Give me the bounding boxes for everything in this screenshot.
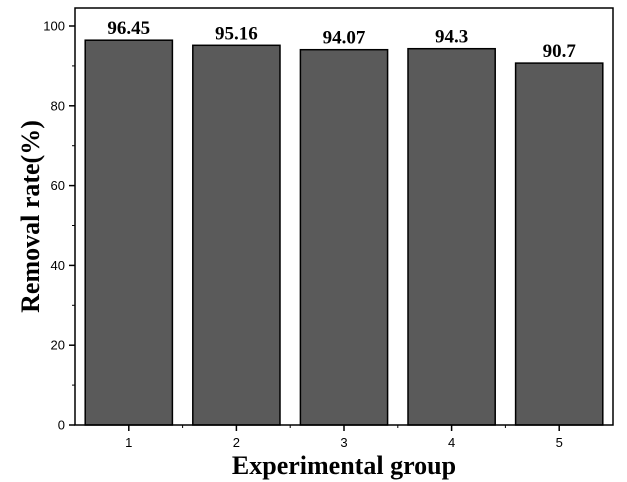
data-label-5: 90.7 (543, 41, 577, 62)
y-tick-label-40: 40 (51, 258, 65, 273)
bar-2 (192, 44, 281, 426)
y-tick-label-0: 0 (58, 418, 65, 433)
bar-1 (84, 39, 174, 426)
y-tick-label-20: 20 (51, 338, 65, 353)
axes-group: 0 20 40 60 80 100 1 2 3 4 5 (43, 7, 614, 450)
bar-5 (514, 62, 604, 426)
x-tick-label-4: 4 (448, 435, 455, 450)
data-labels-group: 96.45 95.16 94.07 94.3 90.7 (107, 18, 576, 62)
data-label-4: 94.3 (435, 27, 468, 48)
bar-4 (407, 47, 496, 426)
x-tick-label-5: 5 (556, 435, 563, 450)
y-tick-label-80: 80 (51, 98, 65, 113)
x-tick-label-3: 3 (340, 435, 347, 450)
data-label-1: 96.45 (107, 18, 150, 39)
y-tick-label-60: 60 (51, 178, 65, 193)
bar-3 (299, 48, 389, 426)
x-tick-label-1: 1 (125, 435, 132, 450)
y-axis-title: Removal rate(%) (16, 120, 45, 313)
x-tick-label-2: 2 (233, 435, 240, 450)
data-label-3: 94.07 (323, 28, 366, 49)
bars-group (84, 39, 604, 426)
x-axis-title: Experimental group (232, 451, 456, 480)
y-tick-label-100: 100 (43, 19, 65, 34)
data-label-2: 95.16 (215, 23, 258, 44)
